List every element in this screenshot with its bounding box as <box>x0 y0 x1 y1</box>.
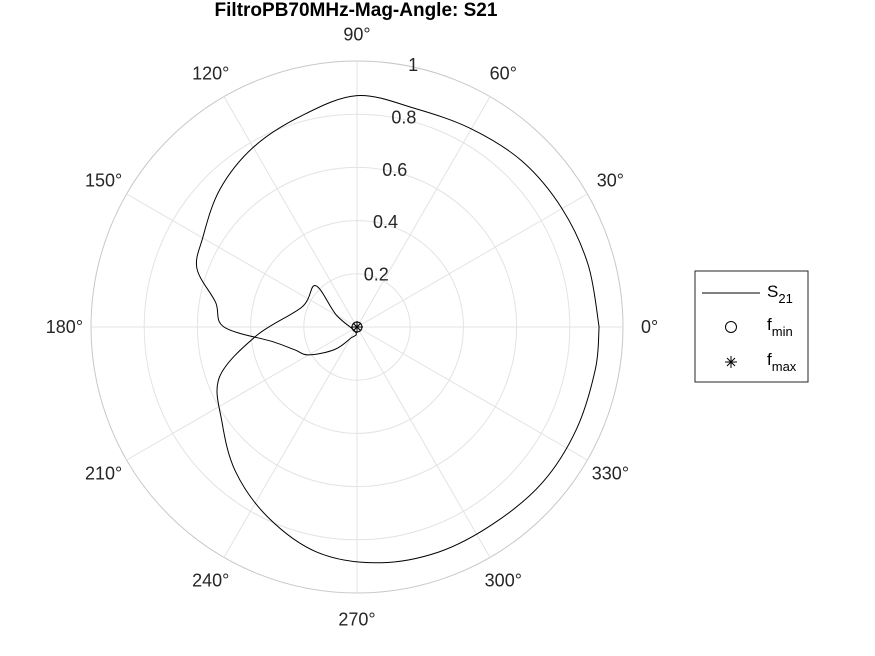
radius-tick-labels: 0.2 0.4 0.6 0.8 1 <box>364 55 418 285</box>
radius-tick-label-2: 0.6 <box>382 160 407 180</box>
angle-tick-label-1: 30° <box>597 171 624 191</box>
radius-tick-label-0: 0.2 <box>364 265 389 285</box>
angle-tick-labels: 0° 30° 60° 90° 120° 150° 180° 210° 240° 270° 300° 3… <box>46 24 658 629</box>
angle-tick-label-5: 150° <box>85 171 122 191</box>
grid-spoke-5 <box>126 193 358 328</box>
legend-box <box>694 270 809 383</box>
marker-fmax-0 <box>351 321 363 333</box>
radius-tick-label-4: 1 <box>408 55 418 75</box>
legend-label-fmax: fmax <box>767 350 797 374</box>
angle-tick-label-11: 330° <box>592 463 629 483</box>
angle-tick-label-2: 60° <box>490 64 517 84</box>
grid-spoke-2 <box>356 96 491 328</box>
series-line-s21 <box>195 95 600 564</box>
legend-circle-icon <box>725 321 737 333</box>
angle-tick-label-4: 120° <box>192 64 229 84</box>
radius-tick-label-3: 0.8 <box>391 107 416 127</box>
grid-spoke-10 <box>356 326 491 558</box>
series-s21 <box>195 95 600 564</box>
angle-tick-label-10: 300° <box>485 570 522 590</box>
angle-tick-label-6: 180° <box>46 317 83 337</box>
radius-tick-label-1: 0.4 <box>373 212 398 232</box>
angle-tick-label-7: 210° <box>85 463 122 483</box>
angle-tick-label-8: 240° <box>192 570 229 590</box>
legend: S21 fmin fmax <box>694 270 809 383</box>
legend-label-s21: S21 <box>767 282 793 306</box>
angle-tick-label-0: 0° <box>641 317 658 337</box>
angle-tick-label-9: 270° <box>338 610 375 630</box>
angle-spokes <box>91 61 623 593</box>
marker-group <box>351 321 363 333</box>
legend-asterisk-icon <box>725 356 737 368</box>
grid-spoke-1 <box>356 193 588 328</box>
legend-fmin-sub: min <box>772 324 793 339</box>
legend-label-fmin: fmin <box>767 315 793 339</box>
grid-spoke-8 <box>223 326 358 558</box>
grid-spoke-4 <box>223 96 358 328</box>
legend-fmax-sub: max <box>772 359 797 374</box>
legend-fmax-name: f <box>767 350 772 369</box>
legend-fmin-name: f <box>767 315 772 334</box>
grid-spoke-7 <box>126 326 358 461</box>
grid-spoke-11 <box>356 326 588 461</box>
legend-s21-sub: 21 <box>778 291 792 306</box>
legend-s21-name: S <box>767 282 778 301</box>
angle-tick-label-3: 90° <box>343 24 370 44</box>
chart-title: FiltroPB70MHz-Mag-Angle: S21 <box>215 0 498 21</box>
